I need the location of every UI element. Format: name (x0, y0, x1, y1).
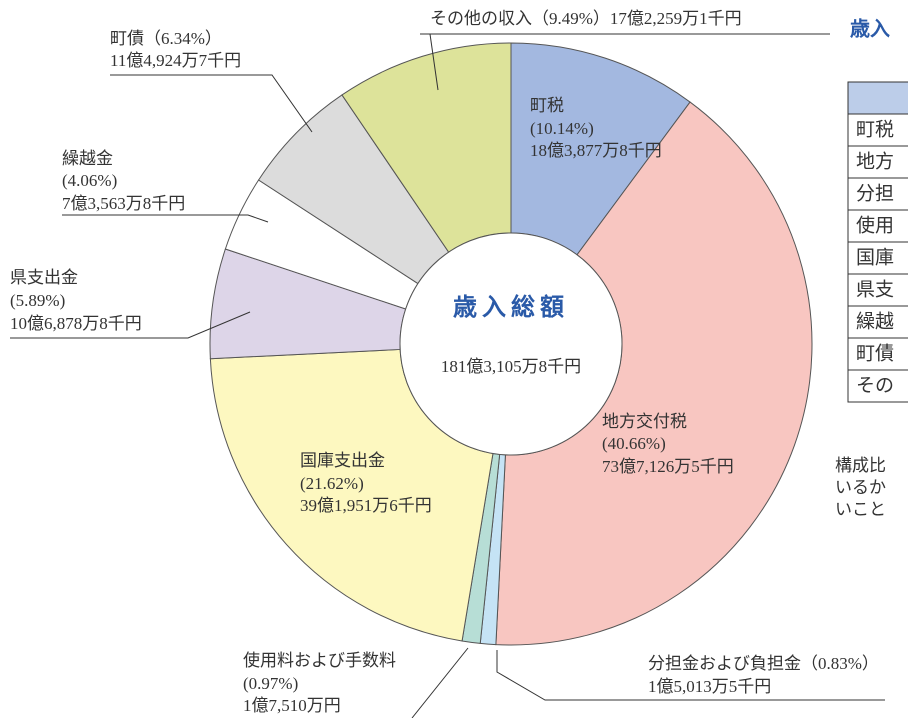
note-line: いこと (835, 500, 886, 519)
label-part: 使用料および手数料 (243, 650, 396, 670)
label-part: 県支出金 (10, 268, 78, 287)
slice-label: 18億3,877万8千円 (530, 141, 662, 160)
label-part: 18億3,877万8千円 (530, 141, 662, 160)
label-part: 地方交付税 (602, 412, 687, 431)
label-part: (10.14%) (530, 119, 594, 138)
leader-line (110, 74, 313, 133)
slice-label: (40.66%) (602, 434, 666, 453)
slice-label: 73億7,126万5千円 (602, 457, 734, 476)
label-part: (21.62%) (300, 474, 364, 493)
leader-line (10, 311, 251, 339)
slice-label: 町債（6.34%） (110, 29, 222, 48)
slice-label: (4.06%) (62, 171, 117, 190)
leader-line (496, 650, 885, 701)
table-row (847, 209, 908, 243)
label-part: 1億5,013万5千円 (648, 677, 771, 696)
table-cell: 町債 (856, 342, 894, 364)
label-part: その他の収入 (430, 9, 532, 28)
slice-label: 使用料および手数料 (243, 650, 396, 670)
label-part: 10億6,878万8千円 (10, 314, 142, 333)
leader-line (429, 33, 439, 91)
donut-hole (399, 232, 623, 456)
slice-label: 7億3,563万8千円 (62, 194, 185, 213)
label-part: 39億1,951万6千円 (300, 496, 432, 515)
label-part: (0.97%) (243, 674, 298, 693)
slice-label: (5.89%) (10, 291, 65, 310)
slice-label: (21.62%) (300, 474, 364, 493)
table-cell: 県支 (856, 278, 894, 300)
table-header (847, 81, 908, 115)
label-part: (5.89%) (10, 291, 65, 310)
slice-label: 1億7,510万円 (243, 696, 341, 715)
label-part: 繰越金 (62, 149, 113, 168)
note-line: 構成比 (835, 456, 886, 475)
label-part: 町債 (110, 29, 144, 48)
slice-label: 11億4,924万7千円 (110, 51, 241, 70)
slice-label: (10.14%) (530, 119, 594, 138)
label-part: (40.66%) (602, 434, 666, 453)
table-row (847, 145, 908, 179)
donut (209, 42, 813, 646)
table-cell: 繰越 (856, 310, 894, 332)
slice-label: 県支出金 (10, 268, 78, 287)
label-part: 11億4,924万7千円 (110, 51, 241, 70)
label-part: （0.83%） (801, 654, 879, 673)
slice-label: 町税 (530, 96, 564, 115)
label-part: 分担金および負担金 (648, 654, 801, 673)
slice-label: 繰越金 (62, 149, 113, 168)
note-line: いるか (835, 478, 886, 497)
label-part: 7億3,563万8千円 (62, 194, 185, 213)
table-cell: その (856, 375, 894, 396)
leader-line (62, 214, 269, 223)
table-cell: 国庫 (856, 246, 894, 268)
table-row (847, 273, 908, 307)
label-part: 町税 (530, 96, 564, 115)
leader-line (411, 647, 469, 718)
label-part: 17億2,259万1千円 (610, 9, 742, 28)
label-part: 国庫支出金 (300, 451, 385, 470)
slice-label: 分担金および負担金（0.83%） (648, 654, 879, 673)
slice-label: 10億6,878万8千円 (10, 314, 142, 333)
center-value: 181億3,105万8千円 (441, 357, 581, 376)
side-title: 歳入 (850, 17, 890, 41)
slice-label: 39億1,951万6千円 (300, 496, 432, 515)
slice-label: その他の収入（9.49%）17億2,259万1千円 (430, 9, 742, 28)
table-cell: 地方 (856, 150, 894, 172)
slice-label: 地方交付税 (602, 412, 687, 431)
table-cell: 使用 (856, 214, 894, 236)
center-title: 歳入総額 (453, 293, 569, 321)
label-part: （9.49%） (532, 9, 610, 28)
label-part: (4.06%) (62, 171, 117, 190)
label-part: 1億7,510万円 (243, 696, 341, 715)
label-part: （6.34%） (144, 29, 222, 48)
slice-label: 1億5,013万5千円 (648, 677, 771, 696)
slice-label: 国庫支出金 (300, 451, 385, 470)
table-row (847, 369, 908, 403)
label-part: 73億7,126万5千円 (602, 457, 734, 476)
table-row (847, 305, 908, 339)
table-cell: 分担 (856, 182, 894, 204)
slice-label: (0.97%) (243, 674, 298, 693)
table-row (847, 337, 908, 371)
table-cell: 町税 (856, 118, 894, 140)
table-row (847, 113, 908, 147)
